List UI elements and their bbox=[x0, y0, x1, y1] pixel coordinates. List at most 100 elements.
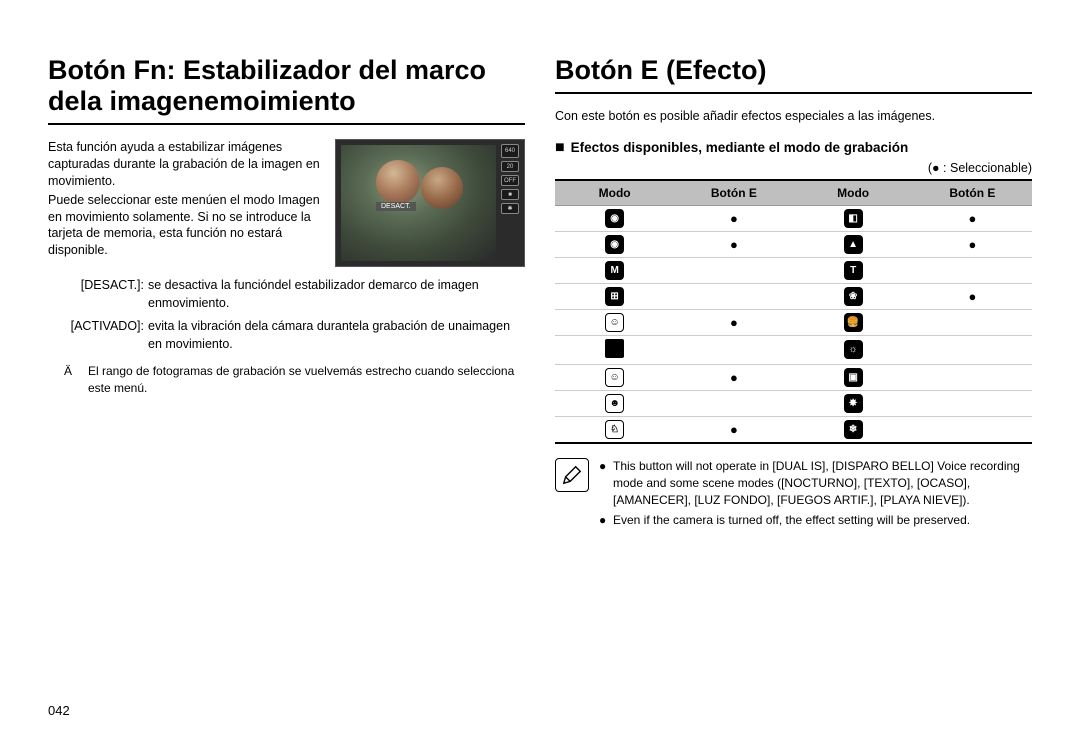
def-item-1: [ACTIVADO]: evita la vibración dela cáma… bbox=[48, 318, 525, 353]
mode-cell: ⊞ bbox=[555, 283, 674, 309]
scene-fireworks-icon: ✸ bbox=[844, 394, 863, 413]
boton-e-cell bbox=[674, 257, 793, 283]
boton-e-cell bbox=[674, 335, 793, 364]
note-bullet-icon: ● bbox=[599, 512, 613, 529]
boton-e-cell bbox=[913, 335, 1032, 364]
left-title: Botón Fn: Estabilizador del marco dela i… bbox=[48, 55, 525, 125]
selectable-legend: (● : Seleccionable) bbox=[555, 161, 1032, 175]
mode-cell: ◧ bbox=[794, 205, 913, 231]
mode-cell bbox=[555, 335, 674, 364]
effects-heading: ■ Efectos disponibles, mediante el modo … bbox=[555, 139, 1032, 157]
mode-cell: ☼ bbox=[794, 335, 913, 364]
side-icon-1: 20 bbox=[501, 161, 519, 172]
note-content: ●This button will not operate in [DUAL I… bbox=[599, 458, 1032, 533]
selectable-dot: ● bbox=[730, 422, 738, 437]
effects-heading-text: Efectos disponibles, mediante el modo de… bbox=[571, 140, 909, 155]
mode-cell: ◉ bbox=[555, 205, 674, 231]
intro-block: Esta función ayuda a estabilizar imágene… bbox=[48, 139, 525, 267]
side-icon-0: 640 bbox=[501, 144, 519, 158]
mode-cell: ✸ bbox=[794, 390, 913, 416]
mode-cell: ☺ bbox=[555, 364, 674, 390]
left-column: Botón Fn: Estabilizador del marco dela i… bbox=[48, 55, 525, 716]
dual-is-icon: ⊞ bbox=[605, 287, 624, 306]
selectable-dot: ● bbox=[968, 211, 976, 226]
scene-closeup-icon: ❀ bbox=[844, 287, 863, 306]
boton-e-cell bbox=[913, 390, 1032, 416]
note-bullet-icon: ● bbox=[599, 458, 613, 508]
boton-e-cell: ● bbox=[674, 416, 793, 443]
mode-cell: ❄ bbox=[794, 416, 913, 443]
scene-backlight-icon: ▣ bbox=[844, 368, 863, 387]
footnote-marker: Ä bbox=[48, 363, 88, 397]
side-icon-4: ✱ bbox=[501, 203, 519, 214]
manual-mode-icon: M bbox=[605, 261, 624, 280]
right-title: Botón E (Efecto) bbox=[555, 55, 1032, 94]
mode-cell: ☺ bbox=[555, 309, 674, 335]
table-row: ⊞ ❀ ● bbox=[555, 283, 1032, 309]
page-number: 042 bbox=[48, 703, 70, 718]
scene-landscape-icon: ▲ bbox=[844, 235, 863, 254]
table-row: ☻✸ bbox=[555, 390, 1032, 416]
table-row: ☼ bbox=[555, 335, 1032, 364]
side-icon-2: OFF bbox=[501, 175, 519, 186]
selectable-dot: ● bbox=[968, 289, 976, 304]
intro-text: Esta función ayuda a estabilizar imágene… bbox=[48, 139, 325, 267]
voice-mode-icon: ☺ bbox=[605, 368, 624, 387]
mode-cell: 🍔 bbox=[794, 309, 913, 335]
boton-e-cell bbox=[674, 283, 793, 309]
mode-cell: ▣ bbox=[794, 364, 913, 390]
camera-program-icon: ◉ bbox=[605, 235, 624, 254]
camera-photo-preview bbox=[341, 145, 496, 261]
selectable-dot: ● bbox=[730, 211, 738, 226]
th-3: Botón E bbox=[913, 180, 1032, 206]
boton-e-cell: ● bbox=[913, 283, 1032, 309]
mode-cell: ◉ bbox=[555, 231, 674, 257]
camera-side-icons: 640 20 OFF ■ ✱ bbox=[499, 144, 521, 214]
note-pencil-icon bbox=[555, 458, 589, 492]
intro-para-1: Esta función ayuda a estabilizar imágene… bbox=[48, 139, 325, 190]
def-item-0: [DESACT.]: se desactiva la funcióndel es… bbox=[48, 277, 525, 312]
table-row: ☺ ● 🍔 bbox=[555, 309, 1032, 335]
th-2: Modo bbox=[794, 180, 913, 206]
note-text-0: This button will not operate in [DUAL IS… bbox=[613, 458, 1032, 508]
camera-overlay-label: DESACT. bbox=[376, 202, 416, 211]
def-desc-1: evita la vibración dela cámara durantela… bbox=[148, 318, 525, 353]
modes-table: Modo Botón E Modo Botón E ◉●◧●◉●▲●MT⊞❀●☺… bbox=[555, 179, 1032, 444]
table-body: ◉●◧●◉●▲●MT⊞❀●☺●🍔 ☼☺●▣☻✸♘●❄ bbox=[555, 205, 1032, 443]
boton-e-cell: ● bbox=[913, 231, 1032, 257]
boton-e-cell bbox=[913, 364, 1032, 390]
boton-e-cell: ● bbox=[674, 231, 793, 257]
beauty-shot-icon: ☺ bbox=[605, 313, 624, 332]
scene-sunset-icon: ☼ bbox=[844, 340, 863, 359]
footnote-text: El rango de fotogramas de grabación se v… bbox=[88, 363, 525, 397]
mode-cell: ♘ bbox=[555, 416, 674, 443]
th-1: Botón E bbox=[674, 180, 793, 206]
boton-e-cell: ● bbox=[674, 309, 793, 335]
def-term-0: [DESACT.]: bbox=[48, 277, 148, 312]
boton-e-cell: ● bbox=[913, 205, 1032, 231]
intro-para-2: Puede seleccionar este menúen el modo Im… bbox=[48, 192, 325, 260]
def-term-1: [ACTIVADO]: bbox=[48, 318, 148, 353]
side-icon-3: ■ bbox=[501, 189, 519, 200]
camera-auto-icon: ◉ bbox=[605, 209, 624, 228]
boton-e-cell bbox=[913, 309, 1032, 335]
table-header: Modo Botón E Modo Botón E bbox=[555, 180, 1032, 206]
boton-e-cell: ● bbox=[674, 364, 793, 390]
scene-food-icon: 🍔 bbox=[844, 313, 863, 332]
right-column: Botón E (Efecto) Con este botón es posib… bbox=[555, 55, 1032, 716]
portrait-mode-icon: ☻ bbox=[605, 394, 624, 413]
table-row: MT bbox=[555, 257, 1032, 283]
table-row: ◉ ● ▲ ● bbox=[555, 231, 1032, 257]
definition-list: [DESACT.]: se desactiva la funcióndel es… bbox=[48, 277, 525, 353]
mode-cell: ▲ bbox=[794, 231, 913, 257]
table-row: ◉ ● ◧ ● bbox=[555, 205, 1032, 231]
selectable-dot: ● bbox=[730, 315, 738, 330]
camera-screenshot: DESACT. 640 20 OFF ■ ✱ bbox=[335, 139, 525, 267]
boton-e-cell: ● bbox=[674, 205, 793, 231]
mode-cell: ❀ bbox=[794, 283, 913, 309]
note-text-1: Even if the camera is turned off, the ef… bbox=[613, 512, 970, 529]
boton-e-cell bbox=[674, 390, 793, 416]
scene-night-icon: ◧ bbox=[844, 209, 863, 228]
th-0: Modo bbox=[555, 180, 674, 206]
mode-cell: M bbox=[555, 257, 674, 283]
